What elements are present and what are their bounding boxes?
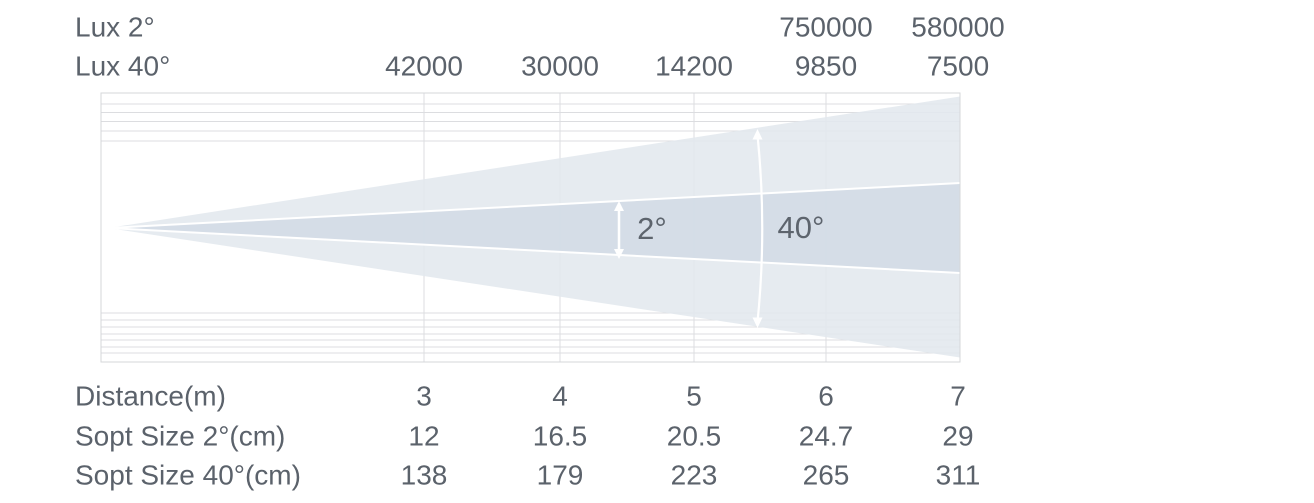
plot-border — [100, 92, 961, 363]
beam-label-2deg: 2° — [637, 210, 667, 246]
distance-value: 6 — [818, 380, 834, 412]
angle-40deg-arrow — [752, 129, 764, 328]
lux2-row-label: Lux 2° — [75, 11, 155, 43]
beam-label-40deg: 40° — [777, 209, 825, 245]
distance-value: 7 — [950, 380, 966, 412]
lux40-value: 42000 — [385, 50, 463, 82]
lux40-value: 7500 — [926, 50, 990, 82]
lux2-value: 580000 — [911, 11, 1005, 43]
lux40-value: 14200 — [655, 50, 733, 82]
spot2-value: 20.5 — [666, 420, 722, 452]
beam-cone-2deg-edges — [107, 182, 961, 274]
distance-value: 3 — [416, 380, 432, 412]
angle-2deg-arrow — [614, 201, 624, 259]
spot40-value: 138 — [400, 459, 448, 491]
lux2-value: 750000 — [779, 11, 873, 43]
spot40-value: 311 — [935, 459, 981, 491]
spot2-value: 12 — [408, 420, 440, 452]
beam-cone-2deg — [108, 183, 960, 273]
lux40-row-label: Lux 40° — [75, 50, 171, 82]
spot2-value: 24.7 — [798, 420, 854, 452]
distance-value: 4 — [552, 380, 568, 412]
spot2-value: 16.5 — [532, 420, 588, 452]
spot40-value: 179 — [536, 459, 584, 491]
distance-value: 5 — [686, 380, 702, 412]
spot40-value: 265 — [802, 459, 850, 491]
lux40-value: 30000 — [521, 50, 599, 82]
distance-row-label: Distance(m) — [75, 380, 226, 412]
spot2-row-label: Sopt Size 2°(cm) — [75, 420, 286, 452]
spot40-row-label: Sopt Size 40°(cm) — [75, 459, 301, 491]
spot40-value: 223 — [670, 459, 718, 491]
spot2-value: 29 — [942, 420, 974, 452]
lux40-value: 9850 — [794, 50, 858, 82]
